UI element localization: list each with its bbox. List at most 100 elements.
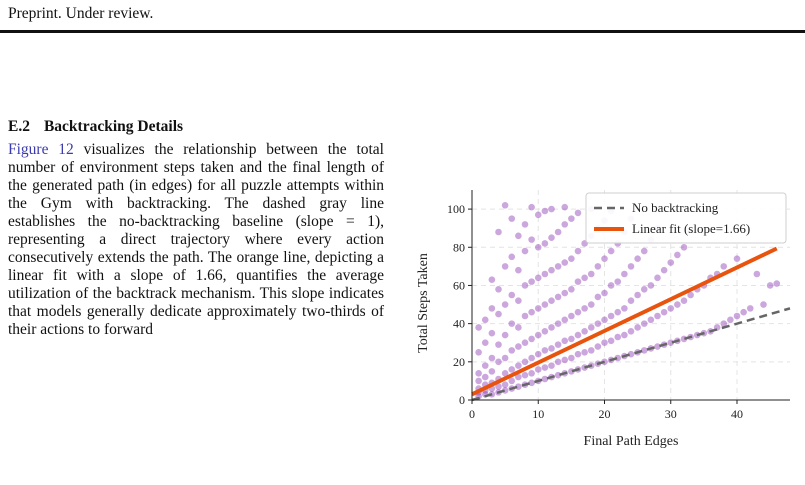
data-point [528, 308, 535, 316]
data-point [674, 301, 681, 308]
data-point [640, 285, 648, 293]
data-point [548, 324, 555, 331]
data-point [607, 312, 615, 320]
figure-12: 0 10 20 30 40 0 20 40 60 80 100 Final Path Edges Tot… [400, 180, 800, 480]
data-point [541, 364, 549, 371]
data-point [554, 293, 562, 301]
data-point [475, 377, 482, 385]
running-header: Preprint. Under review. [8, 5, 154, 22]
data-point [561, 221, 569, 228]
data-point [581, 305, 588, 312]
data-point [481, 373, 489, 381]
data-point [515, 232, 522, 240]
data-point [621, 270, 628, 278]
data-point [548, 205, 555, 213]
data-point [508, 291, 516, 299]
data-point [654, 274, 661, 282]
data-point [574, 278, 582, 285]
data-point [594, 263, 602, 270]
data-point [766, 282, 774, 289]
data-point [634, 255, 641, 263]
data-point [501, 263, 509, 270]
data-point [594, 320, 602, 327]
data-point [561, 356, 569, 364]
data-point [528, 278, 535, 285]
data-point [554, 263, 562, 270]
data-point [587, 301, 595, 308]
data-point [515, 362, 522, 369]
data-point [515, 373, 522, 381]
section-title: Backtracking Details [43, 118, 184, 135]
data-point [568, 312, 575, 320]
data-point [667, 259, 675, 266]
data-point [528, 236, 535, 243]
linear-fit-line [471, 246, 778, 397]
section-number: E.2 [8, 118, 30, 135]
data-point [601, 339, 608, 347]
x-tick-label: 30 [665, 407, 677, 421]
data-point [521, 247, 529, 255]
section-heading: E.2 Backtracking Details [8, 117, 183, 137]
data-point [561, 203, 569, 211]
data-point [720, 320, 728, 327]
x-tick-label: 40 [731, 407, 743, 421]
data-point [634, 324, 641, 331]
data-point [581, 274, 588, 282]
data-point [621, 331, 628, 339]
data-point [521, 221, 529, 228]
data-point [601, 289, 608, 297]
data-point [541, 375, 549, 383]
data-point [528, 203, 535, 211]
data-point [587, 347, 595, 354]
data-point [568, 354, 575, 362]
data-point [541, 327, 549, 335]
data-point [495, 285, 502, 293]
figure-reference-link[interactable]: Figure 12 [8, 141, 74, 158]
y-tick-label: 0 [459, 393, 465, 407]
data-point [541, 347, 549, 354]
no-backtracking-line [471, 307, 791, 402]
data-point [568, 255, 575, 263]
data-point [541, 240, 549, 247]
data-point [594, 343, 602, 350]
data-point [534, 211, 542, 219]
data-point [687, 291, 694, 299]
data-point [515, 297, 522, 305]
data-point [495, 228, 502, 236]
data-point [488, 354, 496, 362]
data-point [475, 348, 482, 356]
data-point [574, 247, 582, 255]
data-point [561, 316, 569, 324]
y-tick-label: 100 [447, 202, 465, 216]
data-point [528, 335, 535, 343]
data-point [574, 209, 582, 217]
data-point [521, 339, 529, 347]
x-tick-label: 0 [469, 407, 475, 421]
data-point [508, 215, 516, 222]
data-point [614, 308, 622, 316]
data-point [647, 316, 655, 324]
data-point [528, 369, 535, 377]
data-point [541, 270, 549, 278]
data-point [508, 253, 516, 261]
data-point [554, 358, 562, 366]
data-point [534, 243, 542, 251]
data-point [534, 366, 542, 373]
data-point [621, 305, 628, 312]
data-point [521, 312, 529, 320]
data-point [760, 301, 767, 308]
data-point [640, 247, 648, 255]
data-point [521, 282, 529, 289]
data-point [587, 324, 595, 331]
data-point [720, 263, 728, 270]
data-point [773, 280, 781, 287]
data-point [515, 266, 522, 274]
data-point [594, 293, 602, 301]
data-point [501, 201, 509, 209]
data-point [501, 354, 509, 362]
data-point [574, 308, 582, 316]
x-axis-label: Final Path Edges [584, 434, 679, 449]
paragraph-text: visualizes the relationship between the … [8, 141, 384, 338]
data-point [501, 381, 509, 389]
data-point [581, 348, 588, 356]
